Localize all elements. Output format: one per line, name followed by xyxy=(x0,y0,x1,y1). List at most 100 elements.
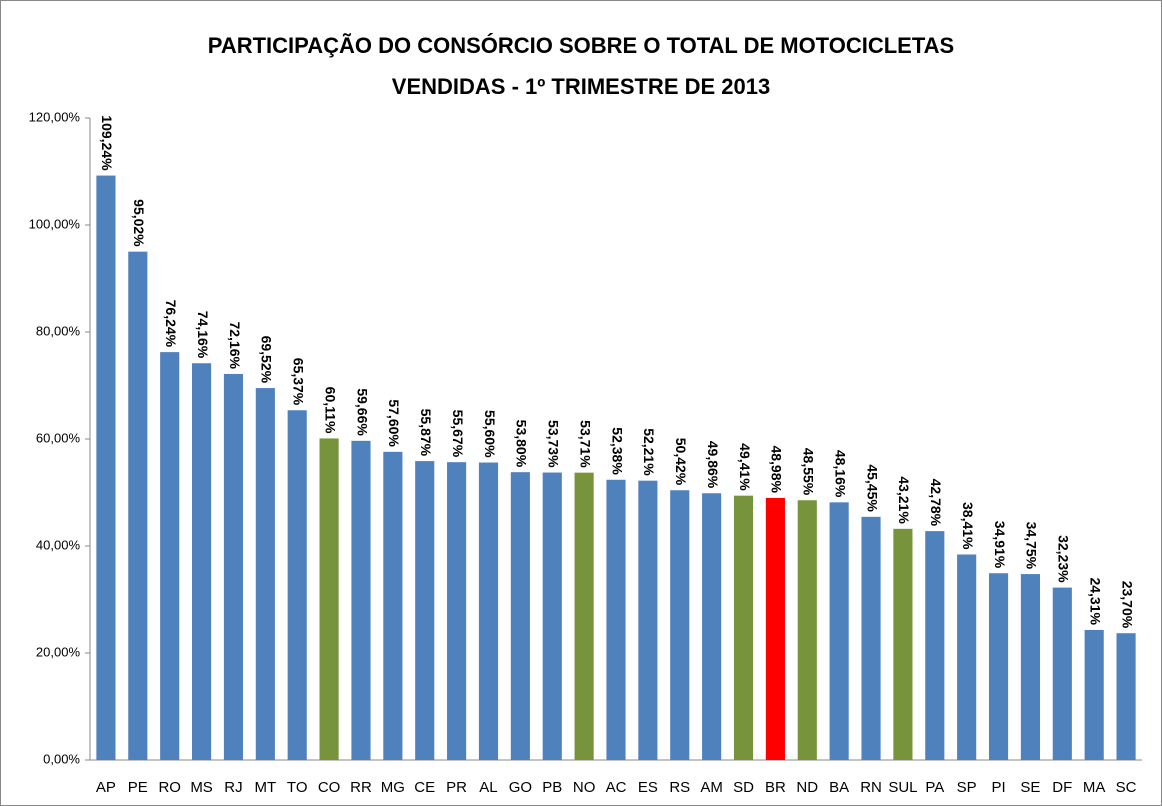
y-tick-label: 20,00% xyxy=(36,644,81,659)
x-tick-label: DF xyxy=(1052,779,1072,796)
x-tick-label: AP xyxy=(96,779,116,796)
data-label: 48,16% xyxy=(832,450,848,498)
x-tick-label: SD xyxy=(733,779,754,796)
x-tick-label: SE xyxy=(1020,779,1040,796)
data-label: 48,55% xyxy=(801,448,817,496)
x-tick-label: ES xyxy=(638,779,658,796)
bar xyxy=(255,388,275,760)
bar xyxy=(192,363,212,760)
x-tick-label: PR xyxy=(446,779,467,796)
data-label: 53,71% xyxy=(577,420,593,468)
bar xyxy=(1020,574,1040,760)
data-label: 60,11% xyxy=(322,387,338,434)
bar xyxy=(160,352,180,760)
y-tick-label: 40,00% xyxy=(36,537,81,552)
data-label: 48,98% xyxy=(769,445,785,493)
bar xyxy=(574,472,594,760)
chart-title: VENDIDAS - 1º TRIMESTRE DE 2013 xyxy=(392,74,770,99)
x-tick-label: MG xyxy=(381,779,405,796)
x-tick-label: PE xyxy=(128,779,148,796)
x-tick-label: AC xyxy=(606,779,627,796)
bar xyxy=(733,495,754,760)
bar xyxy=(128,251,148,760)
bar xyxy=(542,472,562,760)
x-tick-label: AM xyxy=(700,779,723,796)
bar xyxy=(351,440,371,760)
y-tick-label: 100,00% xyxy=(29,216,81,231)
data-label: 55,67% xyxy=(450,410,466,458)
data-label: 38,41% xyxy=(960,502,976,550)
data-label: 74,16% xyxy=(195,311,211,359)
bar xyxy=(765,497,785,760)
bar xyxy=(861,516,881,760)
bar xyxy=(702,493,722,760)
data-label: 53,80% xyxy=(514,420,530,468)
bar xyxy=(670,490,690,760)
data-label: 55,87% xyxy=(418,409,434,457)
bar xyxy=(383,451,403,760)
x-tick-label: CO xyxy=(318,779,341,796)
bar xyxy=(96,175,116,761)
x-tick-label: RR xyxy=(350,779,372,796)
chart-title: PARTICIPAÇÃO DO CONSÓRCIO SOBRE O TOTAL … xyxy=(208,33,954,58)
x-tick-label: AL xyxy=(479,779,497,796)
data-label: 24,31% xyxy=(1087,577,1103,625)
bar xyxy=(1116,633,1136,760)
y-tick-label: 120,00% xyxy=(29,109,81,124)
bar xyxy=(829,502,849,760)
x-tick-label: CE xyxy=(414,779,435,796)
data-label: 52,38% xyxy=(609,427,625,475)
data-label: 50,42% xyxy=(673,438,689,486)
data-label: 59,66% xyxy=(354,388,370,436)
x-tick-label: GO xyxy=(509,779,532,796)
data-label: 65,37% xyxy=(291,358,307,406)
x-tick-label: BA xyxy=(829,779,849,796)
data-label: 23,70% xyxy=(1119,581,1135,629)
x-tick-label: RN xyxy=(860,779,882,796)
data-label: 109,24% xyxy=(99,115,115,171)
data-label: 34,91% xyxy=(992,521,1008,569)
x-tick-label: SP xyxy=(957,779,977,796)
x-tick-label: RS xyxy=(669,779,690,796)
data-label: 57,60% xyxy=(386,399,402,447)
x-tick-label: NO xyxy=(573,779,596,796)
bar xyxy=(957,554,977,760)
data-label: 69,52% xyxy=(259,336,275,384)
bar xyxy=(638,480,658,760)
bar xyxy=(415,461,435,760)
x-tick-label: MA xyxy=(1083,779,1106,796)
bar xyxy=(988,573,1009,760)
data-label: 55,60% xyxy=(482,410,498,458)
y-tick-label: 0,00% xyxy=(43,751,80,766)
x-tick-label: TO xyxy=(287,779,308,796)
x-tick-label: MS xyxy=(190,779,213,796)
bar xyxy=(797,500,817,760)
data-label: 52,21% xyxy=(641,428,657,476)
bar xyxy=(925,531,945,760)
bar xyxy=(478,462,499,760)
data-label: 95,02% xyxy=(131,199,147,247)
data-label: 43,21% xyxy=(896,476,912,524)
bar xyxy=(223,373,244,760)
data-label: 49,86% xyxy=(705,441,721,489)
bar xyxy=(893,528,913,760)
bar xyxy=(510,472,530,760)
y-tick-label: 60,00% xyxy=(36,430,81,445)
x-tick-label: BR xyxy=(765,779,786,796)
data-label: 32,23% xyxy=(1056,535,1072,583)
data-label: 53,73% xyxy=(546,420,562,468)
data-label: 49,41% xyxy=(737,443,753,491)
bar xyxy=(606,479,626,760)
y-tick-label: 80,00% xyxy=(36,323,81,338)
x-tick-label: RJ xyxy=(224,779,242,796)
bar xyxy=(287,410,307,760)
data-label: 72,16% xyxy=(227,321,243,369)
bar xyxy=(1084,629,1104,760)
bar xyxy=(447,462,467,760)
data-label: 34,75% xyxy=(1024,522,1040,570)
x-tick-label: SC xyxy=(1116,779,1137,796)
x-tick-label: PA xyxy=(925,779,944,796)
x-tick-label: PI xyxy=(991,779,1005,796)
data-label: 45,45% xyxy=(864,464,880,512)
